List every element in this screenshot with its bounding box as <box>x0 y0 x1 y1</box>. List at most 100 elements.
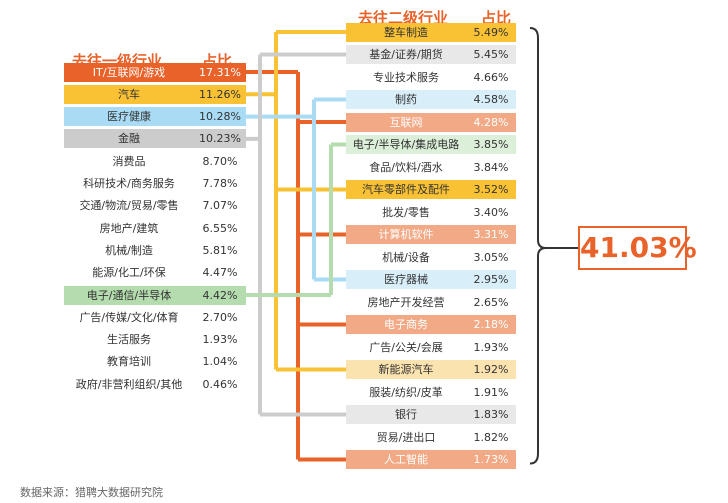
right-industry-row: 汽车零部件及配件 3.52% <box>346 180 516 199</box>
right-industry-label: 贸易/进出口 <box>376 430 436 444</box>
right-industry-label: 人工智能 <box>384 453 428 466</box>
left-industry-pct: 5.81% <box>202 243 238 257</box>
left-industry-label: 教育培训 <box>107 355 151 369</box>
right-industry-pct: 2.95% <box>473 273 509 286</box>
right-industry-pct: 5.45% <box>473 48 509 61</box>
right-industry-label: 整车制造 <box>384 25 428 39</box>
left-industry-pct: 10.28% <box>199 110 241 124</box>
left-industry-label: 政府/非营利组织/其他 <box>75 377 183 391</box>
left-industry-label: 消费品 <box>112 154 146 168</box>
left-industry-label: 电子/通信/半导体 <box>86 288 172 302</box>
left-industry-pct: 6.55% <box>202 221 238 235</box>
right-industry-label: 制药 <box>395 93 417 106</box>
right-industry-pct: 1.91% <box>473 385 509 399</box>
right-industry-row: 人工智能 1.73% <box>346 450 516 469</box>
right-industry-row: 医疗器械 2.95% <box>346 270 516 289</box>
left-industry-row: 金融 10.23% <box>64 129 246 149</box>
right-industry-pct: 3.85% <box>473 138 509 151</box>
right-industry-row: 机械/设备 3.05% <box>346 248 516 267</box>
left-industry-row: 生活服务 1.93% <box>64 330 246 349</box>
right-industry-row: 贸易/进出口 1.82% <box>346 428 516 447</box>
right-industry-row: 服装/纺织/皮革 1.91% <box>346 383 516 402</box>
right-industry-row: 专业技术服务 4.66% <box>346 68 516 87</box>
left-industry-pct: 1.04% <box>202 355 238 369</box>
left-industry-label: 房地产/建筑 <box>99 221 159 235</box>
left-industry-row: 消费品 8.70% <box>64 152 246 171</box>
left-industry-pct: 11.26% <box>199 87 241 101</box>
right-industry-label: 房地产开发经营 <box>367 295 445 309</box>
left-industry-label: 能源/化工/环保 <box>92 266 166 280</box>
right-industry-row: 基金/证券/期货 5.45% <box>346 45 516 64</box>
right-industry-pct: 4.66% <box>473 70 509 84</box>
right-industry-pct: 3.05% <box>473 250 509 264</box>
connector-electronics <box>246 142 346 297</box>
right-industry-pct: 1.93% <box>473 340 509 354</box>
left-industry-label: IT/互联网/游戏 <box>92 65 166 79</box>
connector-it-internet <box>246 70 346 462</box>
left-industry-pct: 1.93% <box>202 333 238 347</box>
left-industry-label: 生活服务 <box>107 333 151 347</box>
left-industry-row: 汽车 11.26% <box>64 84 246 104</box>
right-industry-row: 房地产开发经营 2.65% <box>346 293 516 312</box>
right-industry-pct: 3.84% <box>473 160 509 174</box>
left-industry-pct: 7.78% <box>202 177 238 190</box>
left-industry-row: 科研技术/商务服务 7.78% <box>64 174 246 193</box>
right-industry-pct: 3.31% <box>473 228 509 241</box>
left-industry-row: 医疗健康 10.28% <box>64 107 246 127</box>
brace-path <box>529 27 547 465</box>
right-industry-pct: 4.28% <box>473 115 509 129</box>
right-industry-pct: 1.82% <box>473 430 509 444</box>
right-industry-pct: 2.18% <box>473 318 509 331</box>
right-industry-row: 互联网 4.28% <box>346 112 516 132</box>
right-industry-label: 基金/证券/期货 <box>369 48 443 61</box>
left-industry-label: 科研技术/商务服务 <box>83 177 175 190</box>
right-industry-row: 银行 1.83% <box>346 405 516 424</box>
left-industry-pct: 17.31% <box>199 65 241 79</box>
data-source-note: 数据来源：猎聘大数据研究院 <box>20 486 163 499</box>
left-industry-pct: 8.70% <box>202 154 238 168</box>
right-industry-label: 汽车零部件及配件 <box>362 183 450 196</box>
right-industry-row: 电子商务 2.18% <box>346 315 516 334</box>
right-industry-label: 批发/零售 <box>382 205 430 219</box>
right-industry-pct: 1.92% <box>473 363 509 376</box>
left-industry-pct: 4.47% <box>202 266 238 280</box>
right-industry-row: 计算机软件 3.31% <box>346 225 516 244</box>
right-industry-row: 制药 4.58% <box>346 90 516 109</box>
left-industry-pct: 4.42% <box>202 288 238 302</box>
right-industry-row: 食品/饮料/酒水 3.84% <box>346 158 516 177</box>
connector-healthcare <box>246 97 346 282</box>
right-industry-pct: 5.49% <box>473 25 509 39</box>
right-industry-label: 广告/公关/会展 <box>369 340 443 354</box>
total-share-callout: 41.03% <box>578 226 697 270</box>
right-industry-label: 银行 <box>395 408 417 421</box>
left-industry-label: 医疗健康 <box>107 110 151 124</box>
left-industry-pct: 7.07% <box>202 199 238 213</box>
right-industry-label: 医疗器械 <box>384 273 428 286</box>
left-industry-pct: 0.46% <box>202 377 238 391</box>
right-industry-pct: 4.58% <box>473 93 509 106</box>
left-industry-label: 广告/传媒/文化/体育 <box>79 310 179 324</box>
right-industry-label: 计算机软件 <box>378 228 434 241</box>
right-industry-pct: 3.52% <box>473 183 509 196</box>
right-industry-row: 广告/公关/会展 1.93% <box>346 338 516 357</box>
right-industry-pct: 1.73% <box>473 453 509 466</box>
left-industry-pct: 2.70% <box>202 310 238 324</box>
right-industry-label: 电子商务 <box>384 318 428 331</box>
connector-finance <box>246 52 346 417</box>
left-industry-pct: 10.23% <box>199 132 241 146</box>
left-industry-row: IT/互联网/游戏 17.31% <box>64 62 246 82</box>
right-industry-row: 新能源汽车 1.92% <box>346 360 516 379</box>
right-industry-row: 批发/零售 3.40% <box>346 203 516 222</box>
left-industry-row: 机械/制造 5.81% <box>64 241 246 260</box>
left-industry-label: 交通/物流/贸易/零售 <box>79 199 179 213</box>
right-industry-label: 专业技术服务 <box>373 70 439 84</box>
right-industry-label: 机械/设备 <box>382 250 430 264</box>
right-industry-pct: 3.40% <box>473 205 509 219</box>
left-industry-row: 教育培训 1.04% <box>64 352 246 371</box>
left-industry-row: 房地产/建筑 6.55% <box>64 219 246 238</box>
right-industry-pct: 1.83% <box>473 408 509 421</box>
right-industry-row: 电子/半导体/集成电路 3.85% <box>346 135 516 154</box>
right-industry-label: 新能源汽车 <box>378 363 434 376</box>
